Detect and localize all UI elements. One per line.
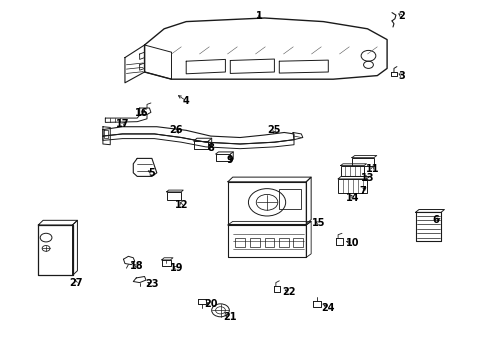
Text: 5: 5	[148, 168, 155, 178]
Text: 3: 3	[398, 71, 405, 81]
Bar	[167, 192, 181, 200]
Text: 9: 9	[227, 155, 234, 165]
Text: 14: 14	[346, 193, 360, 203]
Text: 11: 11	[366, 164, 379, 174]
Text: 12: 12	[174, 200, 188, 210]
Bar	[341, 166, 364, 176]
Bar	[279, 189, 301, 209]
Text: 22: 22	[282, 287, 296, 297]
Text: 20: 20	[204, 299, 218, 309]
Bar	[352, 158, 374, 166]
Bar	[338, 179, 367, 193]
Text: 23: 23	[145, 279, 159, 289]
Text: 24: 24	[321, 303, 335, 313]
Bar	[250, 238, 260, 247]
Text: 4: 4	[183, 96, 190, 106]
Text: 17: 17	[116, 119, 129, 129]
Bar	[265, 238, 274, 247]
Text: 27: 27	[69, 278, 83, 288]
Text: 18: 18	[130, 261, 144, 271]
Text: 8: 8	[207, 143, 214, 153]
Bar	[293, 238, 303, 247]
Text: 15: 15	[312, 218, 325, 228]
Text: 1: 1	[256, 11, 263, 21]
Text: 13: 13	[361, 173, 374, 183]
Text: 16: 16	[135, 108, 149, 118]
Text: 6: 6	[433, 215, 440, 225]
Text: 26: 26	[170, 125, 183, 135]
Text: 10: 10	[346, 238, 360, 248]
Text: 2: 2	[398, 11, 405, 21]
Bar	[235, 238, 245, 247]
Text: 21: 21	[223, 312, 237, 322]
Text: 25: 25	[268, 125, 281, 135]
Text: 19: 19	[170, 263, 183, 273]
Bar	[279, 238, 289, 247]
Text: 7: 7	[359, 186, 366, 196]
